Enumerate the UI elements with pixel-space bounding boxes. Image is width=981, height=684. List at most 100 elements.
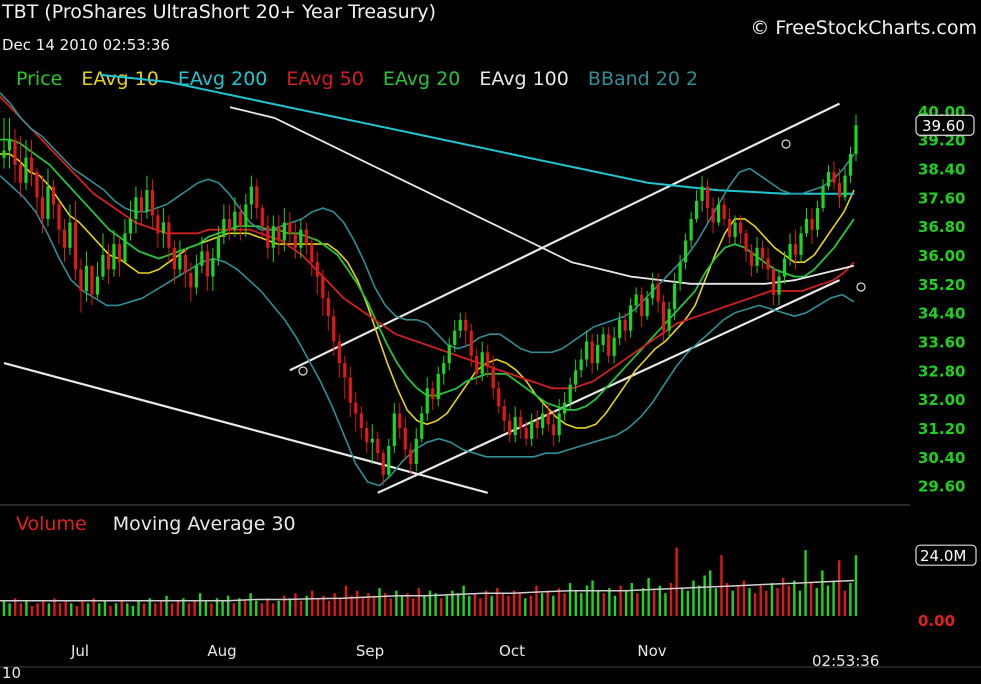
candle-body — [73, 222, 78, 270]
candle-body — [634, 294, 638, 306]
series-eavg-200 — [99, 73, 854, 195]
volume-bar — [154, 603, 157, 616]
volume-bar — [400, 595, 404, 616]
volume-bar — [770, 583, 774, 616]
candle-body — [238, 211, 242, 227]
legend-volume[interactable]: Volume — [16, 513, 87, 535]
volume-bar — [383, 593, 387, 616]
candle-body — [782, 258, 787, 277]
volume-bar — [479, 598, 482, 616]
price-tick-label: 34.40 — [918, 305, 965, 323]
price-legend: Price EAvg 10 EAvg 200 EAvg 50 EAvg 20 E… — [16, 68, 711, 90]
candle-body — [431, 388, 435, 400]
candle-body — [24, 157, 28, 183]
trendline-3 — [377, 279, 840, 494]
volume-bar — [613, 595, 617, 616]
volume-bar — [70, 603, 73, 616]
volume-bar — [798, 590, 802, 616]
legend-bband[interactable]: BBand 20 2 — [587, 68, 699, 90]
candle-body — [222, 218, 226, 237]
candle-body — [766, 258, 770, 270]
legend-eavg20[interactable]: EAvg 20 — [382, 68, 461, 90]
candle-body — [255, 186, 259, 209]
trendlines — [3, 102, 866, 494]
volume-bar — [159, 600, 163, 616]
candle-body — [112, 244, 116, 270]
volume-bar — [283, 595, 286, 616]
volume-bar — [563, 593, 566, 616]
volume-bar — [227, 595, 230, 616]
trendline-anchor — [298, 366, 308, 376]
volume-bar — [624, 590, 628, 616]
x-tick-label: Oct — [499, 642, 525, 660]
candle-body — [293, 233, 297, 248]
candle-body — [684, 240, 688, 263]
candle-body — [689, 218, 693, 241]
candle-body — [299, 229, 303, 248]
candle-body — [464, 319, 468, 331]
volume-bar — [753, 593, 757, 616]
volume-bar — [249, 593, 252, 616]
candle-body — [716, 204, 721, 223]
candle-body — [200, 251, 204, 266]
volume-bar — [350, 595, 353, 616]
candle-body — [409, 449, 413, 464]
volume-bar — [591, 580, 594, 616]
legend-volume-ma[interactable]: Moving Average 30 — [112, 513, 296, 535]
volume-bar — [126, 603, 129, 616]
candle-body — [436, 373, 440, 400]
legend-eavg50[interactable]: EAvg 50 — [286, 68, 364, 90]
candle-body — [79, 269, 83, 291]
candle-body — [123, 233, 127, 263]
volume-bar — [339, 598, 342, 616]
candle-body — [535, 420, 539, 428]
legend-eavg10[interactable]: EAvg 10 — [81, 68, 159, 90]
candle-body — [524, 427, 528, 439]
volume-bar — [641, 588, 645, 616]
candle-body — [2, 150, 6, 158]
volume-bar — [854, 555, 858, 616]
volume-bar — [25, 600, 28, 616]
candle-body — [491, 366, 495, 389]
candle-body — [667, 309, 671, 331]
candle-body — [161, 222, 166, 234]
x-tick-label: Aug — [207, 642, 236, 660]
candle-body — [420, 413, 424, 439]
legend-price[interactable]: Price — [16, 68, 63, 90]
volume-legend: Volume Moving Average 30 — [16, 513, 316, 535]
volume-bar — [395, 590, 398, 616]
volume-bar — [787, 585, 790, 616]
candle-body — [40, 197, 45, 219]
volume-bar — [686, 590, 690, 616]
candle-body — [414, 438, 418, 464]
legend-eavg200[interactable]: EAvg 200 — [177, 68, 268, 90]
price-tick-label: 36.80 — [918, 218, 965, 236]
candle-body — [354, 402, 358, 414]
candle-body — [392, 413, 396, 446]
candle-body — [266, 226, 270, 248]
candle-body — [854, 125, 858, 155]
price-tick-label: 33.60 — [918, 333, 965, 351]
candle-body — [227, 218, 231, 230]
legend-eavg100[interactable]: EAvg 100 — [479, 68, 569, 90]
volume-bar — [585, 585, 589, 616]
volume-bar — [210, 603, 213, 616]
candle-body — [508, 420, 512, 436]
volume-bar — [19, 603, 23, 616]
candle-body — [205, 251, 209, 277]
candle-body — [749, 251, 754, 266]
volume-bar — [243, 600, 247, 616]
volume-bar — [675, 547, 678, 616]
volume-bar — [299, 600, 303, 616]
volume-bar — [826, 585, 830, 616]
volume-bar — [849, 583, 852, 616]
volume-bar — [372, 595, 376, 616]
candle-body — [810, 218, 814, 230]
candle-body — [673, 283, 677, 310]
candle-body — [387, 445, 391, 475]
volume-bar — [361, 598, 364, 616]
candle-body — [513, 417, 517, 436]
candle-body — [618, 319, 622, 338]
volume-bar — [389, 598, 392, 616]
